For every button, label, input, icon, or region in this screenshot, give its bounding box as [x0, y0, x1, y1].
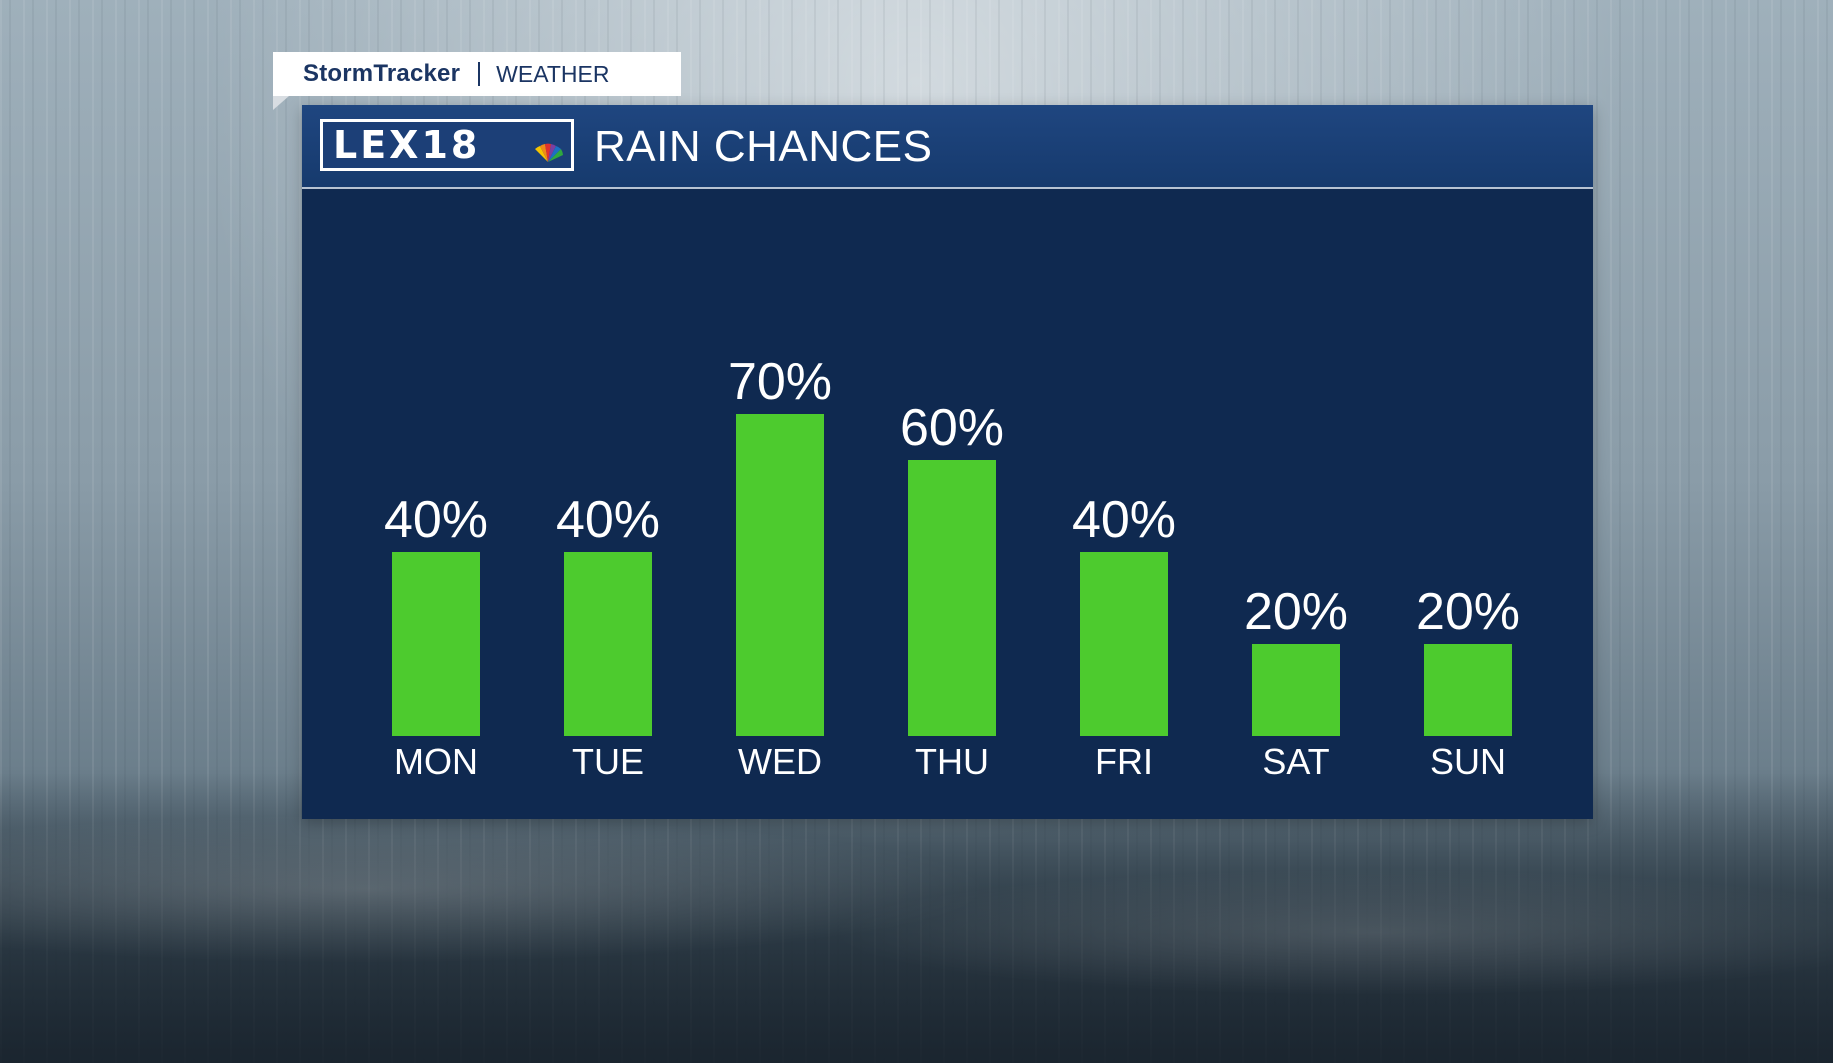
station-logo: LEX18: [320, 119, 574, 171]
rain-ground: [0, 773, 1833, 1063]
data-label-sun: 20%: [1416, 583, 1520, 641]
brand-tab: StormTracker WEATHER: [273, 52, 681, 110]
chart-area: 40% MON 40% TUE 70% WED 60% THU 40% FRI 20% SAT 20% S…: [302, 189, 1593, 819]
bar-sun: [1424, 644, 1512, 736]
category-label-wed: WED: [738, 741, 822, 782]
bar-wed: [736, 414, 824, 736]
bar-thu: [908, 460, 996, 736]
logo-text: LEX18: [333, 123, 481, 167]
data-label-fri: 40%: [1072, 491, 1176, 549]
category-label-mon: MON: [394, 741, 478, 782]
data-label-tue: 40%: [556, 491, 660, 549]
category-label-thu: THU: [915, 741, 989, 782]
data-label-wed: 70%: [728, 353, 832, 411]
peacock-icon: [535, 143, 563, 162]
data-label-thu: 60%: [900, 399, 1004, 457]
bar-mon: [392, 552, 480, 736]
data-label-mon: 40%: [384, 491, 488, 549]
brand-divider: [478, 62, 481, 86]
rain-chances-panel: LEX18 RAIN CHANCES 40% MON 40% TUE 70% WED 60%…: [302, 105, 1593, 819]
brand-name: StormTracker: [303, 60, 461, 87]
bar-sat: [1252, 644, 1340, 736]
panel-title: RAIN CHANCES: [594, 122, 933, 171]
bar-tue: [564, 552, 652, 736]
category-label-tue: TUE: [572, 741, 644, 782]
rain-chances-bar-chart: 40% MON 40% TUE 70% WED 60% THU 40% FRI 20% SAT 20% S…: [384, 353, 1520, 782]
brand-section: WEATHER: [496, 60, 610, 87]
panel-header: LEX18 RAIN CHANCES: [302, 105, 1593, 189]
data-label-sat: 20%: [1244, 583, 1348, 641]
bar-fri: [1080, 552, 1168, 736]
category-label-sun: SUN: [1430, 741, 1506, 782]
category-label-sat: SAT: [1262, 741, 1329, 782]
category-label-fri: FRI: [1095, 741, 1153, 782]
